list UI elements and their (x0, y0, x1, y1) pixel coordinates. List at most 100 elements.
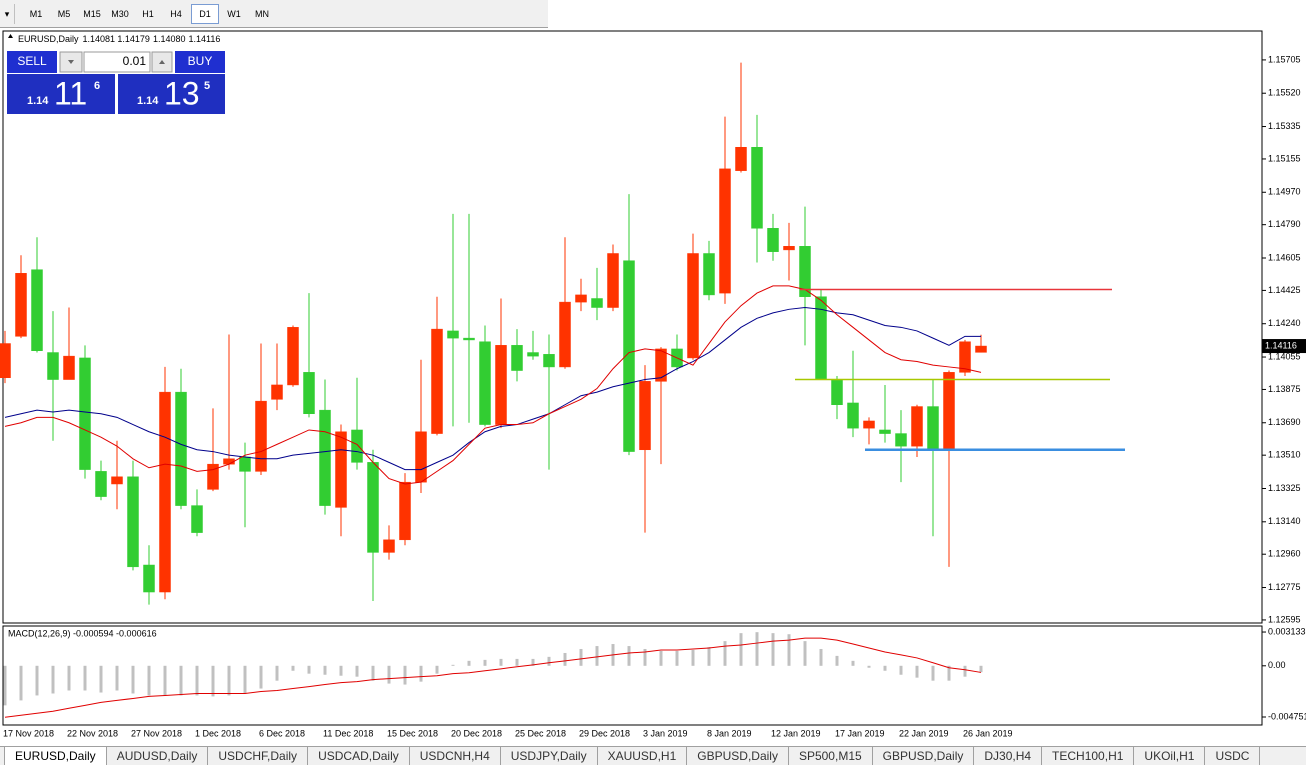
macd-bar (355, 665, 359, 677)
candle-body (47, 352, 59, 380)
macd-bar (179, 665, 183, 696)
macd-bar (723, 641, 727, 666)
candle-body (239, 456, 251, 472)
candle-body (447, 330, 459, 339)
macd-bar (739, 633, 743, 666)
buy-label: BUY (188, 54, 213, 68)
x-tick-label: 20 Dec 2018 (451, 728, 502, 738)
candle-body (863, 420, 875, 429)
candle-body (895, 433, 907, 447)
macd-bar (291, 665, 295, 671)
ask-box[interactable] (118, 74, 225, 114)
ohlc: 1.14081 (83, 34, 116, 44)
candle-body (975, 345, 987, 353)
toolbar-dropdown[interactable]: ▾ (0, 3, 15, 24)
candle-body (399, 481, 411, 541)
symbol: EURUSD,Daily (18, 34, 79, 44)
candle-body (191, 505, 203, 533)
x-tick-label: 27 Nov 2018 (131, 728, 182, 738)
chart-tab[interactable]: USDJPY,Daily (501, 747, 598, 765)
chart-tab[interactable]: USDCHF,Daily (208, 747, 309, 765)
candle-body (543, 354, 555, 368)
timeframe-button[interactable]: W1 (227, 8, 241, 19)
candle-body (415, 431, 427, 483)
volume-input[interactable] (83, 51, 151, 73)
chart-tab[interactable]: GBPUSD,Daily (687, 747, 789, 765)
candle-body (703, 253, 715, 296)
chart-tab[interactable]: USDC (1205, 747, 1261, 765)
macd-bar (483, 659, 487, 666)
macd-bar (147, 665, 151, 696)
macd-bar (435, 665, 439, 674)
macd-bar (659, 650, 663, 666)
bid-pips: 11 (54, 75, 87, 111)
macd-bar (131, 665, 135, 694)
x-tick-label: 17 Nov 2018 (3, 728, 54, 738)
y-tick-label: 1.15705 (1268, 54, 1301, 64)
candle-body (431, 328, 443, 434)
candle-body (783, 246, 795, 251)
timeframe-button[interactable]: H4 (170, 8, 182, 19)
signal-line (4, 637, 982, 718)
y-tick-label: 1.15520 (1268, 88, 1301, 98)
candle-body (351, 429, 363, 463)
chart-tab[interactable]: SP500,M15 (789, 747, 873, 765)
macd-bar (643, 648, 647, 666)
timeframe-button[interactable]: H1 (142, 8, 154, 19)
chart-tab[interactable]: USDCAD,Daily (308, 747, 410, 765)
macd-bar (819, 648, 823, 666)
x-tick-label: 22 Nov 2018 (67, 728, 118, 738)
chart-tab[interactable]: USDCNH,H4 (410, 747, 501, 765)
y-tick-label: 1.13140 (1268, 516, 1301, 526)
candle-body (303, 372, 315, 415)
macd-title: MACD(12,26,9) -0.000594 -0.000616 (8, 628, 157, 638)
chart-tab[interactable]: EURUSD,Daily (4, 747, 107, 765)
candle-body (943, 372, 955, 451)
candle-body (911, 406, 923, 447)
timeframe-button[interactable]: MN (255, 8, 269, 19)
macd-bar (803, 641, 807, 666)
timeframe-button[interactable]: M30 (111, 8, 129, 19)
header-arrow (8, 34, 13, 38)
chart-tab[interactable]: GBPUSD,Daily (873, 747, 975, 765)
macd-bar (371, 665, 375, 681)
candle-body (271, 384, 283, 400)
y-tick-label: 1.14240 (1268, 318, 1301, 328)
y-tick-label: 1.13325 (1268, 483, 1301, 493)
up-arrow (159, 60, 165, 64)
macd-bar (707, 647, 711, 666)
y-tick-label: 1.12775 (1268, 582, 1301, 592)
chart-tab[interactable]: DJ30,H4 (974, 747, 1043, 765)
timeframe-button[interactable]: M5 (57, 8, 71, 19)
chart-tab[interactable]: XAUUSD,H1 (598, 747, 688, 765)
timeframe-button[interactable]: M1 (29, 8, 43, 19)
chart-header: EURUSD,Daily 1.14081 1.14179 1.14080 1.14116 (18, 34, 220, 44)
x-tick-label: 3 Jan 2019 (643, 728, 688, 738)
macd-bar (227, 665, 231, 696)
macd-bar (595, 646, 599, 666)
sell-button[interactable] (7, 51, 57, 73)
bid-big-figure: 1.14 (27, 95, 49, 107)
volume: 0.01 (123, 54, 147, 68)
macd-bar (835, 655, 839, 666)
chart-tab[interactable]: UKOil,H1 (1134, 747, 1206, 765)
buy-button[interactable] (175, 51, 225, 73)
macd-bar (243, 665, 247, 694)
x-tick-label: 25 Dec 2018 (515, 728, 566, 738)
candle-body (335, 431, 347, 508)
macd-bar (915, 665, 919, 678)
timeframe-button[interactable]: D1 (191, 3, 219, 24)
macd-bar (451, 664, 455, 666)
macd-bar (3, 665, 7, 706)
macd-panel (2, 625, 1263, 726)
bid-box[interactable] (7, 74, 115, 114)
y-tick-label: 0.003133 (1268, 626, 1306, 636)
timeframe-button[interactable]: M15 (83, 8, 101, 19)
candle-body (207, 463, 219, 490)
macd-bar (19, 665, 23, 701)
candle-body (591, 298, 603, 308)
chart-tab[interactable]: AUDUSD,Daily (107, 747, 209, 765)
macd-bar (979, 665, 983, 673)
chart-tab[interactable]: TECH100,H1 (1042, 747, 1135, 765)
